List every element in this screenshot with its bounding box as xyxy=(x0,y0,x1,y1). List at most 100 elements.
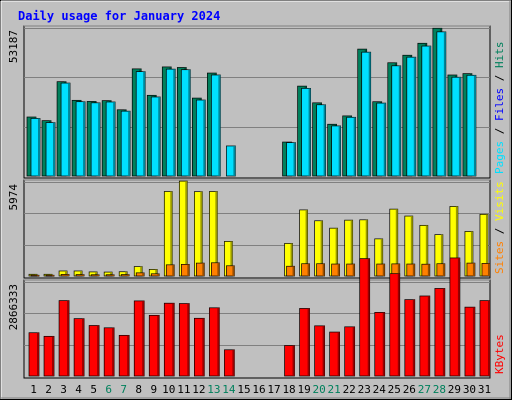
bar-shadow-pages-day-28 xyxy=(443,31,446,177)
bar-shadow-sites-day-7 xyxy=(127,274,130,276)
bar-shadow-kbytes-day-24 xyxy=(382,312,385,376)
bar-shadow-kbytes-day-20 xyxy=(322,325,325,376)
bar-shadow-kbytes-day-28 xyxy=(442,288,445,376)
bar-shadow-pages-day-6 xyxy=(113,101,116,176)
bar-shadow-visits-day-26 xyxy=(410,216,413,276)
bar-shadow-pages-day-20 xyxy=(323,104,326,176)
bar-shadow-pages-day-25 xyxy=(398,65,401,176)
bar-shadow-pages-day-29 xyxy=(458,77,461,176)
legend-sites: Sites xyxy=(493,241,506,274)
bar-shadow-sites-day-28 xyxy=(442,263,445,276)
x-tick-day-6: 6 xyxy=(105,383,112,396)
x-tick-day-14: 14 xyxy=(222,383,236,396)
x-tick-day-24: 24 xyxy=(373,383,387,396)
bar-shadow-sites-day-18 xyxy=(292,266,295,276)
bar-shadow-sites-day-2 xyxy=(52,275,55,277)
x-tick-day-30: 30 xyxy=(463,383,476,396)
panel-pages-files-hits: 53187 Pages / Files / Hits xyxy=(7,25,506,179)
bar-shadow-sites-day-5 xyxy=(97,274,100,276)
bar-shadow-visits-day-21 xyxy=(335,228,338,276)
bar-shadow-kbytes-day-6 xyxy=(112,327,115,376)
x-tick-day-28: 28 xyxy=(433,383,446,396)
legend-separator: / xyxy=(493,68,506,88)
bar-shadow-visits-day-30 xyxy=(470,231,473,276)
bar-shadow-kbytes-day-21 xyxy=(337,332,340,376)
x-tick-day-12: 12 xyxy=(192,383,205,396)
bar-shadow-kbytes-day-22 xyxy=(352,326,355,376)
series-legend: Pages / Files / Hits xyxy=(493,42,506,175)
x-axis-labels: 1 2 3 4 5 6 7 8 9 10 11 12 13 14 15 16 17 18 19 20 21 22 23 24 2… xyxy=(30,383,491,396)
bar-shadow-visits-day-6 xyxy=(110,272,113,276)
bar-shadow-sites-day-4 xyxy=(82,274,85,276)
x-tick-day-7: 7 xyxy=(120,383,127,396)
bar-shadow-pages-day-5 xyxy=(98,102,101,176)
bar-shadow-visits-day-27 xyxy=(425,225,428,276)
bar-shadow-pages-day-30 xyxy=(473,75,476,176)
legend-hits: Hits xyxy=(493,42,506,69)
bar-shadow-pages-day-9 xyxy=(158,96,161,176)
bar-shadow-kbytes-day-31 xyxy=(487,300,490,376)
bar-shadow-visits-day-13 xyxy=(215,191,218,276)
legend-files: Files xyxy=(493,88,506,121)
bar-shadow-visits-day-31 xyxy=(485,214,488,276)
bar-shadow-kbytes-day-11 xyxy=(187,303,190,376)
bar-shadow-visits-day-4 xyxy=(80,270,83,276)
bar-shadow-pages-day-2 xyxy=(53,122,56,176)
bar-shadow-pages-day-3 xyxy=(68,83,71,176)
bar-shadow-kbytes-day-10 xyxy=(172,303,175,376)
bar-shadow-kbytes-day-18 xyxy=(292,345,295,376)
y-axis-max-label: 53187 xyxy=(7,30,20,63)
bar-shadow-visits-day-19 xyxy=(305,209,308,276)
bar-shadow-visits-day-11 xyxy=(185,181,188,276)
bar-shadow-pages-day-22 xyxy=(353,117,356,176)
x-tick-day-25: 25 xyxy=(388,383,401,396)
bar-shadow-pages-day-23 xyxy=(368,52,371,177)
x-tick-day-5: 5 xyxy=(90,383,97,396)
x-tick-day-23: 23 xyxy=(358,383,371,396)
bar-shadow-visits-day-29 xyxy=(455,206,458,276)
bar-shadow-visits-day-18 xyxy=(290,243,293,276)
legend-kbytes: KBytes xyxy=(493,334,506,374)
legend-separator: / xyxy=(493,221,506,241)
x-tick-day-29: 29 xyxy=(448,383,461,396)
bar-shadow-visits-day-12 xyxy=(200,191,203,276)
bar-shadow-kbytes-day-8 xyxy=(142,300,145,376)
bar-shadow-visits-day-7 xyxy=(125,271,128,276)
bar-shadow-sites-day-8 xyxy=(142,272,145,276)
bar-shadow-sites-day-31 xyxy=(487,263,490,276)
bar-shadow-kbytes-day-14 xyxy=(232,349,235,376)
x-tick-day-16: 16 xyxy=(252,383,265,396)
x-tick-day-27: 27 xyxy=(418,383,431,396)
bar-shadow-pages-day-13 xyxy=(218,74,221,176)
bar-shadow-sites-day-3 xyxy=(67,274,70,276)
y-axis-max-label: 2866333 xyxy=(7,284,20,330)
bar-shadow-sites-day-24 xyxy=(382,264,385,276)
panel-kbytes: 2866333 KBytes xyxy=(7,257,506,379)
bar-shadow-sites-day-11 xyxy=(187,264,190,276)
x-tick-day-20: 20 xyxy=(313,383,326,396)
y-axis-max-label: 5974 xyxy=(7,184,20,211)
bar-shadow-visits-day-23 xyxy=(365,219,368,276)
bar-shadow-visits-day-8 xyxy=(140,266,143,276)
bar-shadow-pages-day-11 xyxy=(188,69,191,176)
bar-shadow-kbytes-day-12 xyxy=(202,318,205,376)
bar-shadow-pages-day-27 xyxy=(428,46,431,177)
chart-title: Daily usage for January 2024 xyxy=(18,9,220,23)
bar-shadow-pages-day-21 xyxy=(338,125,341,176)
bar-shadow-visits-day-25 xyxy=(395,209,398,276)
bar-shadow-visits-day-24 xyxy=(380,238,383,276)
bar-shadow-pages-day-7 xyxy=(128,111,131,176)
bar-shadow-kbytes-day-27 xyxy=(427,295,430,376)
x-tick-day-26: 26 xyxy=(403,383,416,396)
bar-shadow-sites-day-22 xyxy=(352,264,355,276)
bar-shadow-pages-day-8 xyxy=(143,71,146,176)
bar-shadow-visits-day-9 xyxy=(155,269,158,276)
bar-shadow-visits-day-22 xyxy=(350,220,353,276)
bar-shadow-visits-day-3 xyxy=(65,270,68,276)
bar-shadow-pages-day-10 xyxy=(173,69,176,176)
bar-shadow-kbytes-day-30 xyxy=(472,307,475,376)
bar-shadow-sites-day-25 xyxy=(397,263,400,276)
legend-separator: / xyxy=(493,121,506,141)
bar-shadow-kbytes-day-3 xyxy=(67,300,70,376)
